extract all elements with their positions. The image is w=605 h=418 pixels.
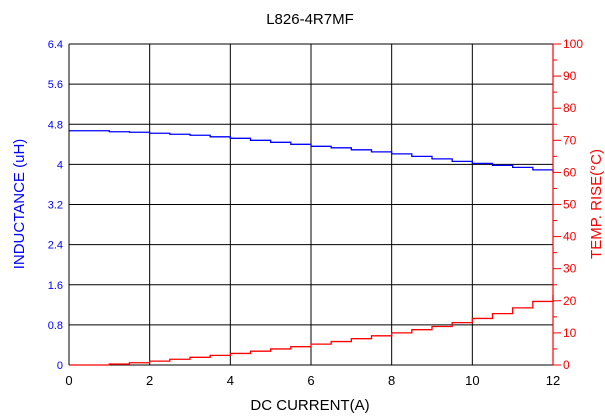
- chart-title: L826-4R7MF: [266, 11, 354, 28]
- temperature-rise-line: [69, 295, 554, 366]
- axes: [68, 43, 561, 366]
- y-left-tick-label: 0: [57, 360, 63, 372]
- y-right-tick-label: 90: [563, 69, 577, 83]
- y-axis-left-label: INDUCTANCE (uH): [11, 139, 28, 270]
- x-tick-label: 8: [388, 373, 395, 388]
- y-right-tick-label: 80: [563, 101, 577, 115]
- y-left-tick-label: 6.4: [48, 39, 63, 51]
- series-group: [69, 130, 554, 366]
- y-right-tick-label: 0: [563, 358, 570, 372]
- y-left-tick-label: 4: [57, 159, 63, 171]
- x-axis-label: DC CURRENT(A): [250, 397, 369, 414]
- y-left-tick-label: 3.2: [48, 200, 63, 212]
- y-left-tick-label: 1.6: [48, 280, 63, 292]
- x-tick-label: 4: [227, 373, 234, 388]
- y-axis-right-label: TEMP. RISE(°C): [588, 149, 605, 259]
- y-left-tick-label: 2.4: [48, 240, 63, 252]
- y-left-tick-label: 4.8: [48, 119, 63, 131]
- grid: [68, 43, 554, 366]
- x-tick-label: 10: [465, 373, 479, 388]
- y-left-tick-label: 5.6: [48, 79, 63, 91]
- inductance-line: [69, 130, 554, 173]
- x-tick-label: 12: [546, 373, 560, 388]
- y-right-tick-label: 60: [563, 165, 577, 179]
- y-left-tick-label: 0.8: [48, 320, 63, 332]
- x-tick-label: 6: [307, 373, 314, 388]
- y-right-tick-label: 40: [563, 230, 577, 244]
- y-right-tick-label: 30: [563, 262, 577, 276]
- y-right-tick-label: 20: [563, 294, 577, 308]
- y-right-tick-label: 10: [563, 326, 577, 340]
- x-tick-label: 2: [146, 373, 153, 388]
- y-right-tick-label: 100: [563, 37, 583, 51]
- x-tick-label: 0: [65, 373, 72, 388]
- y-right-tick-label: 50: [563, 198, 577, 212]
- y-right-tick-label: 70: [563, 133, 577, 147]
- tick-labels: 0 2 4 6 8 10 1200.81.62.43.244.85.66.401020304…: [48, 37, 584, 388]
